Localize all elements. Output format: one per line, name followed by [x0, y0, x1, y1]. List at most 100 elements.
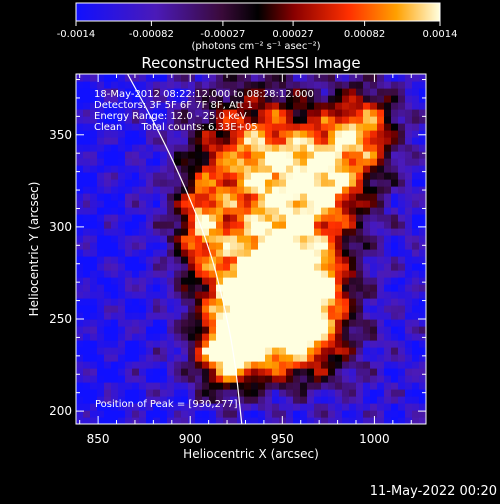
- heatmap-cell: [202, 284, 210, 292]
- heatmap-cell: [328, 389, 336, 397]
- heatmap-cell: [111, 333, 119, 341]
- heatmap-cell: [97, 263, 105, 271]
- heatmap-cell: [363, 291, 371, 299]
- heatmap-cell: [251, 200, 259, 208]
- heatmap-cell: [111, 305, 119, 313]
- heatmap-cell: [272, 403, 280, 411]
- heatmap-cell: [230, 361, 238, 369]
- heatmap-cell: [223, 137, 231, 145]
- heatmap-cell: [356, 396, 364, 404]
- heatmap-cell: [314, 417, 322, 424]
- heatmap-cell: [251, 116, 259, 124]
- heatmap-cell: [342, 249, 350, 257]
- heatmap-cell: [160, 417, 168, 424]
- heatmap-cell: [370, 403, 378, 411]
- heatmap-cell: [321, 410, 329, 418]
- heatmap-cell: [188, 298, 196, 306]
- heatmap-cell: [405, 137, 413, 145]
- heatmap-cell: [167, 179, 175, 187]
- heatmap-cell: [104, 235, 112, 243]
- heatmap-cell: [230, 172, 238, 180]
- heatmap-cell: [216, 200, 224, 208]
- heatmap-cell: [167, 186, 175, 194]
- heatmap-cell: [286, 151, 294, 159]
- heatmap-cell: [209, 144, 217, 152]
- heatmap-cell: [209, 249, 217, 257]
- heatmap-cell: [391, 375, 399, 383]
- heatmap-cell: [356, 200, 364, 208]
- heatmap-cell: [139, 235, 147, 243]
- heatmap-cell: [412, 291, 420, 299]
- heatmap-cell: [223, 305, 231, 313]
- heatmap-cell: [370, 130, 378, 138]
- heatmap-cell: [153, 158, 161, 166]
- heatmap-cell: [132, 102, 140, 110]
- heatmap-cell: [391, 396, 399, 404]
- heatmap-cell: [321, 81, 329, 89]
- heatmap-cell: [97, 291, 105, 299]
- heatmap-cell: [405, 158, 413, 166]
- heatmap-cell: [349, 102, 357, 110]
- heatmap-cell: [83, 298, 91, 306]
- heatmap-cell: [342, 291, 350, 299]
- heatmap-cell: [104, 389, 112, 397]
- heatmap-cell: [286, 228, 294, 236]
- heatmap-cell: [349, 347, 357, 355]
- heatmap-cell: [188, 396, 196, 404]
- heatmap-cell: [111, 186, 119, 194]
- heatmap-cell: [258, 382, 266, 390]
- heatmap-cell: [419, 277, 426, 285]
- heatmap-cell: [167, 375, 175, 383]
- heatmap-cell: [370, 326, 378, 334]
- heatmap-cell: [237, 123, 245, 131]
- heatmap-cell: [139, 207, 147, 215]
- heatmap-cell: [314, 228, 322, 236]
- heatmap-cell: [202, 109, 210, 117]
- heatmap-cell: [209, 375, 217, 383]
- heatmap-cell: [363, 235, 371, 243]
- heatmap-cell: [181, 340, 189, 348]
- heatmap-cell: [272, 326, 280, 334]
- heatmap-cell: [83, 368, 91, 376]
- heatmap-cell: [300, 207, 308, 215]
- heatmap-cell: [167, 228, 175, 236]
- heatmap-cell: [160, 326, 168, 334]
- heatmap-cell: [181, 144, 189, 152]
- heatmap-cell: [314, 263, 322, 271]
- heatmap-cell: [132, 228, 140, 236]
- heatmap-cell: [181, 403, 189, 411]
- heatmap-cell: [160, 109, 168, 117]
- heatmap-cell: [202, 368, 210, 376]
- heatmap-cell: [195, 361, 203, 369]
- heatmap-cell: [307, 312, 315, 320]
- heatmap-cell: [293, 389, 301, 397]
- heatmap-cell: [342, 116, 350, 124]
- heatmap-cell: [104, 137, 112, 145]
- heatmap-cell: [279, 200, 287, 208]
- heatmap-cell: [174, 396, 182, 404]
- heatmap-cell: [279, 263, 287, 271]
- heatmap-cell: [391, 165, 399, 173]
- heatmap-cell: [307, 123, 315, 131]
- heatmap-cell: [398, 130, 406, 138]
- heatmap-cell: [90, 74, 98, 82]
- heatmap-cell: [97, 277, 105, 285]
- heatmap-cell: [405, 354, 413, 362]
- heatmap-cell: [265, 151, 273, 159]
- heatmap-cell: [391, 207, 399, 215]
- heatmap-cell: [419, 396, 426, 404]
- heatmap-cell: [300, 151, 308, 159]
- heatmap-cell: [272, 74, 280, 82]
- heatmap-cell: [146, 200, 154, 208]
- heatmap-cell: [307, 165, 315, 173]
- heatmap-cell: [335, 403, 343, 411]
- heatmap-cell: [307, 403, 315, 411]
- heatmap-cell: [335, 172, 343, 180]
- heatmap-cell: [132, 263, 140, 271]
- heatmap-cell: [216, 172, 224, 180]
- heatmap-cell: [293, 333, 301, 341]
- heatmap-cell: [272, 312, 280, 320]
- heatmap-cell: [139, 368, 147, 376]
- heatmap-cell: [181, 354, 189, 362]
- heatmap-cell: [153, 333, 161, 341]
